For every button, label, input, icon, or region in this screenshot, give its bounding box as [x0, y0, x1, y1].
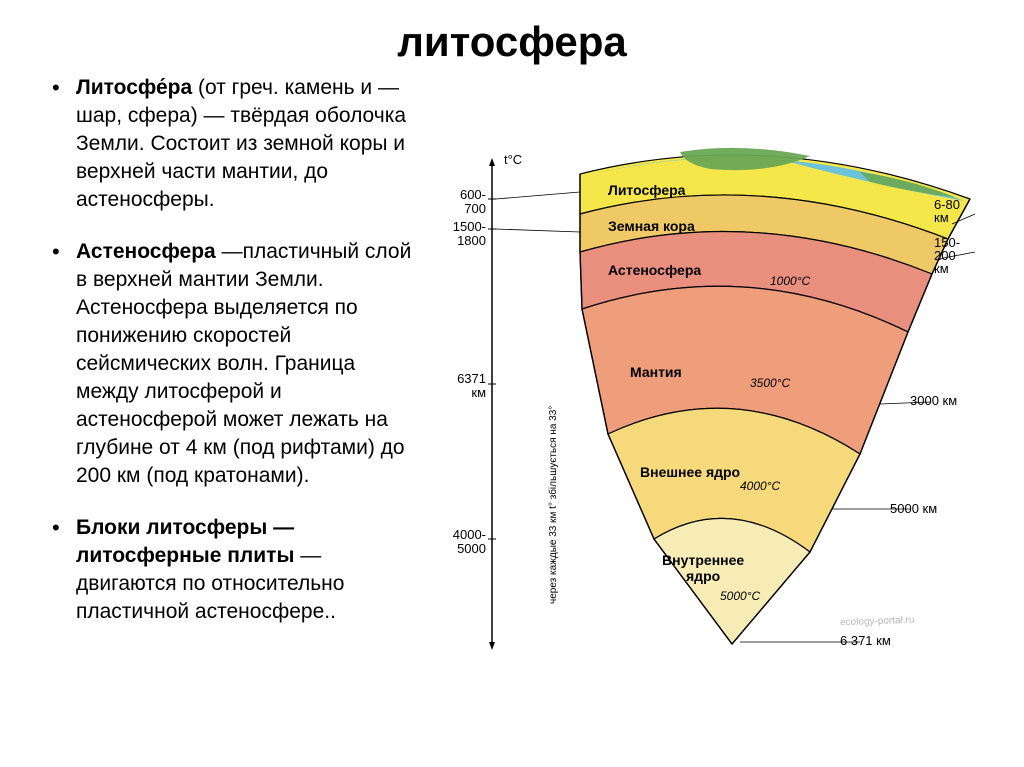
- bullet-dot: •: [52, 238, 76, 490]
- bullet-3: • Блоки литосферы — литосферные плиты — …: [52, 514, 420, 626]
- content-row: • Литосфе́ра (от греч. камень и — шар, с…: [0, 74, 1024, 664]
- earth-svg: [440, 144, 980, 664]
- depth-right-0: 6-80 км: [934, 198, 960, 224]
- temp-3500: 3500°C: [750, 376, 790, 390]
- temp-4000: 4000°C: [740, 479, 780, 493]
- depth-right-4: 6 371 км: [840, 634, 891, 647]
- depth-right-3: 5000 км: [890, 502, 937, 515]
- tc-header: t°C: [504, 152, 522, 167]
- bullet-2: • Астеносфера —пластичный слой в верхней…: [52, 238, 420, 490]
- page-title: литосфера: [0, 0, 1024, 74]
- temp-left-0: 600- 700: [442, 188, 486, 216]
- layer-mantle: Мантия: [630, 364, 682, 380]
- text-column: • Литосфе́ра (от греч. камень и — шар, с…: [20, 74, 430, 664]
- bullet-dot: •: [52, 74, 76, 214]
- bullet-1: • Литосфе́ра (от греч. камень и — шар, с…: [52, 74, 420, 214]
- earth-section-diagram: t°C 600- 700 1500- 1800 6371 км 4000- 50…: [440, 144, 980, 664]
- layer-crust: Земная кора: [608, 218, 695, 234]
- depth-right-2: 3000 км: [910, 394, 957, 407]
- bullet-text: Блоки литосферы — литосферные плиты — дв…: [76, 514, 420, 626]
- depth-right-1: 150- 200 км: [934, 236, 960, 275]
- temp-left-3: 4000- 5000: [442, 528, 486, 556]
- depth-left-mid: 6371 км: [442, 372, 486, 400]
- layer-inner-core: Внутреннее ядро: [662, 552, 744, 584]
- layer-lithosphere: Литосфера: [608, 182, 685, 198]
- axis-note: через каждые 33 км t° збільшується на 33…: [548, 406, 559, 604]
- temp-1000: 1000°C: [770, 274, 810, 288]
- bullet-dot: •: [52, 514, 76, 626]
- layer-asthenosphere: Астеносфера: [608, 262, 701, 278]
- temp-5000: 5000°C: [720, 589, 760, 603]
- layer-outer-core: Внешнее ядро: [640, 464, 740, 480]
- diagram-column: t°C 600- 700 1500- 1800 6371 км 4000- 50…: [430, 74, 1004, 664]
- bullet-text: Астеносфера —пластичный слой в верхней м…: [76, 238, 420, 490]
- temp-left-1: 1500- 1800: [442, 220, 486, 248]
- bullet-text: Литосфе́ра (от греч. камень и — шар, сфе…: [76, 74, 420, 214]
